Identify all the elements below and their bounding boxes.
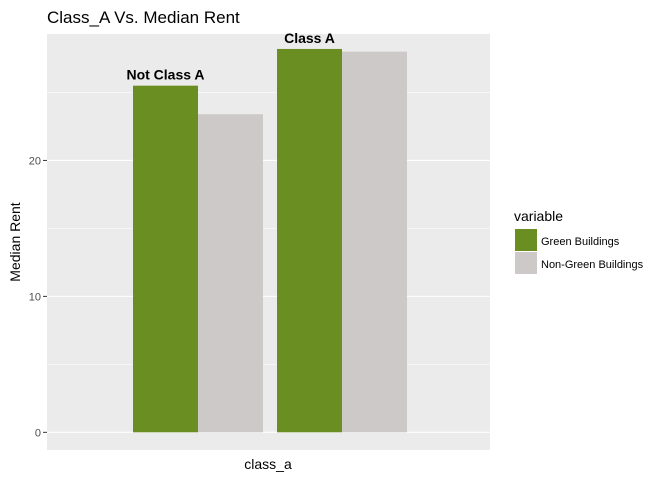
chart-title: Class_A Vs. Median Rent — [47, 8, 240, 27]
legend-label-non-green-buildings: Non-Green Buildings — [541, 259, 644, 271]
y-axis-label: Median Rent — [7, 202, 23, 281]
bar-0-1 — [198, 114, 263, 433]
y-tick-label: 0 — [35, 427, 41, 439]
bar-1-1 — [342, 51, 407, 433]
bar-0-0 — [133, 85, 198, 433]
legend-key-non-green-buildings — [515, 252, 537, 274]
bar-group-label: Class A — [284, 30, 335, 46]
y-axis-ticks: 0 10 20 — [29, 155, 47, 439]
bar-1-0 — [277, 48, 342, 433]
legend-title: variable — [514, 208, 563, 224]
bar-group-label: Not Class A — [126, 67, 204, 83]
legend-key-green-buildings — [515, 229, 537, 251]
x-axis-label: class_a — [244, 456, 292, 472]
legend-label-green-buildings: Green Buildings — [541, 236, 620, 248]
bars — [133, 48, 407, 433]
gridlines — [47, 92, 490, 433]
y-tick-label: 20 — [29, 155, 41, 167]
legend: variable Green Buildings Non-Green Build… — [514, 208, 644, 274]
y-tick-label: 10 — [29, 291, 41, 303]
plot-panel — [47, 34, 490, 450]
bar-labels: Not Class A Class A — [126, 30, 334, 83]
